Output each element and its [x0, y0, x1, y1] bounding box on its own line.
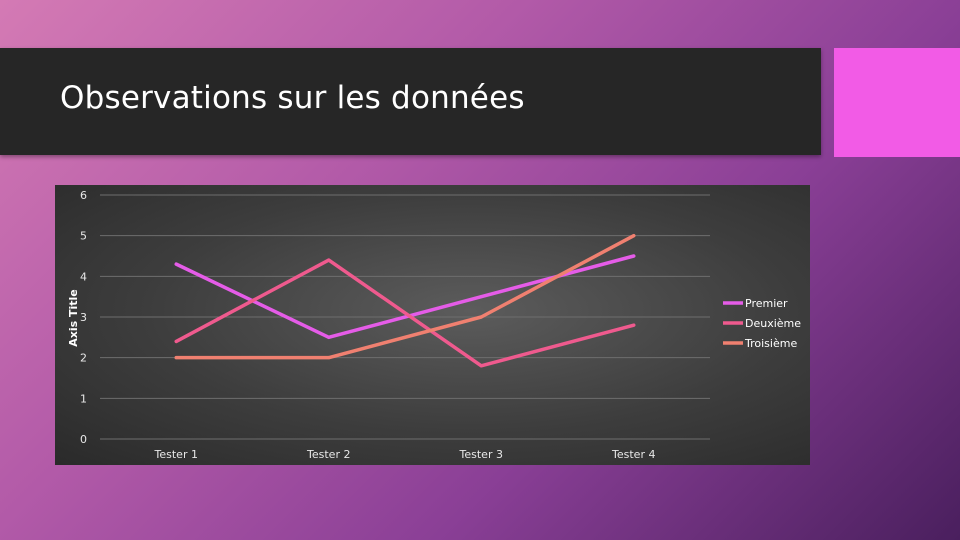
x-tick-label: Tester 3 — [459, 448, 503, 461]
y-axis-title: Axis Title — [67, 289, 80, 347]
y-axis-ticks: 0 1 2 3 4 5 6 — [80, 189, 87, 446]
data-point — [632, 323, 636, 327]
data-point — [479, 315, 483, 319]
data-point — [327, 258, 331, 262]
data-point — [327, 356, 331, 360]
y-tick-label: 0 — [80, 433, 87, 446]
y-tick-label: 2 — [80, 352, 87, 365]
accent-block — [834, 48, 960, 157]
data-point — [632, 254, 636, 258]
series-line-2 — [174, 258, 636, 368]
title-bar — [0, 48, 821, 155]
y-tick-label: 4 — [80, 270, 87, 283]
data-point — [479, 364, 483, 368]
data-point — [174, 339, 178, 343]
data-point — [632, 234, 636, 238]
series-line-3 — [174, 233, 636, 360]
x-tick-label: Tester 1 — [154, 448, 198, 461]
legend-label: Troisième — [744, 337, 797, 350]
legend: Premier Deuxième Troisième — [723, 297, 801, 350]
x-tick-label: Tester 4 — [611, 448, 655, 461]
data-point — [327, 335, 331, 339]
data-point — [174, 356, 178, 360]
series-lines — [174, 233, 636, 368]
x-tick-label: Tester 2 — [306, 448, 350, 461]
data-point — [174, 262, 178, 266]
legend-label: Deuxième — [745, 317, 801, 330]
y-tick-label: 6 — [80, 189, 87, 202]
y-tick-label: 3 — [80, 311, 87, 324]
legend-label: Premier — [745, 297, 788, 310]
data-point — [479, 295, 483, 299]
x-axis-ticks: Tester 1 Tester 2 Tester 3 Tester 4 — [154, 448, 656, 461]
y-tick-label: 1 — [80, 392, 87, 405]
y-tick-label: 5 — [80, 230, 87, 243]
chart-panel: 0 1 2 3 4 5 6 Tester 1 Tester 2 Tester 3 Tester 4… — [55, 185, 810, 465]
slide-title: Observations sur les données — [60, 80, 525, 116]
series-line-1 — [174, 254, 636, 340]
line-chart: 0 1 2 3 4 5 6 Tester 1 Tester 2 Tester 3 Tester 4… — [67, 189, 801, 461]
